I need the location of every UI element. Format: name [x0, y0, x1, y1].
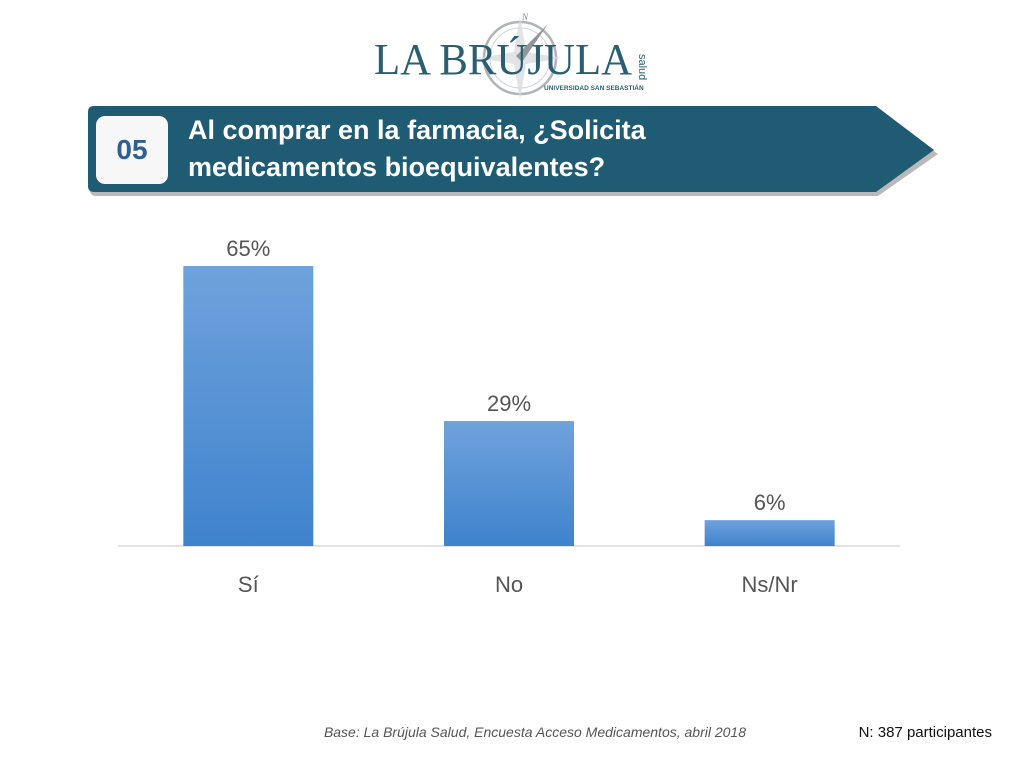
bar-2	[704, 520, 835, 546]
question-title: Al comprar en la farmacia, ¿Solicita med…	[188, 112, 878, 186]
logo-vertical-text: salud	[636, 54, 648, 80]
compass-letter: N	[521, 12, 529, 22]
data-label-1: 29%	[487, 391, 531, 416]
data-label-0: 65%	[226, 236, 270, 261]
banner-arrow	[88, 106, 934, 192]
question-line-1: Al comprar en la farmacia, ¿Solicita	[188, 115, 646, 145]
category-label-1: No	[495, 572, 523, 597]
la-brujula-logo: N LA BRÚJULA salud UNIVERSIDAD SAN SEBAS…	[374, 12, 648, 100]
question-number: 05	[116, 134, 148, 165]
logo-subtitle: UNIVERSIDAD SAN SEBASTIÁN	[544, 83, 644, 92]
footer-sample-size: N: 387 participantes	[858, 724, 992, 741]
bar-chart: 65% Sí 29% No 6% Ns/Nr	[118, 236, 900, 597]
data-label-2: 6%	[754, 490, 786, 515]
category-label-0: Sí	[238, 572, 259, 597]
footer-source: Base: La Brújula Salud, Encuesta Acceso …	[323, 724, 746, 740]
category-label-2: Ns/Nr	[742, 572, 798, 597]
question-number-badge: 05	[96, 116, 168, 184]
bar-1	[444, 421, 574, 546]
bar-0	[183, 266, 314, 546]
question-line-2: medicamentos bioequivalentes?	[188, 152, 606, 182]
question-banner	[88, 106, 938, 196]
compass-rose-icon: N	[478, 12, 562, 100]
logo-name: LA BRÚJULA	[374, 35, 632, 84]
